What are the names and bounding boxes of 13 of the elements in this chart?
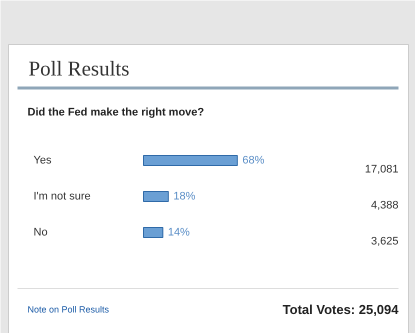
text: Total Votes: 25,094: [282, 302, 400, 317]
y-tick-label: I'm not sure: [34, 190, 91, 202]
data-label: 14%: [168, 226, 190, 238]
data-label: 18%: [173, 190, 196, 202]
chart-title: Poll Results: [28, 56, 130, 80]
data-label: 68%: [242, 154, 265, 166]
y-tick-label: No: [34, 226, 48, 238]
text: 4,388: [370, 200, 399, 212]
y-tick-label: Yes: [34, 154, 52, 166]
chart-subtitle: Did the Fed make the right move?: [28, 106, 204, 118]
text: Note on Poll Results: [28, 304, 110, 314]
text: 17,081: [364, 164, 399, 176]
text: 3,625: [370, 236, 399, 248]
